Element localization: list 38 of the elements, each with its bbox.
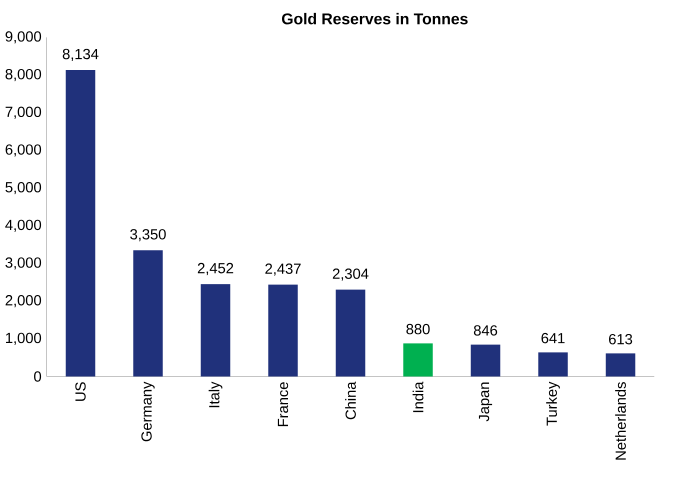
x-tick-label: France	[278, 382, 288, 426]
data-label: 880	[406, 324, 430, 335]
bar	[403, 344, 433, 377]
data-label: 2,452	[198, 263, 234, 276]
bar	[66, 70, 96, 377]
chart-title: Gold Reserves in Tonnes	[282, 13, 468, 25]
data-label: 641	[542, 333, 565, 344]
x-tick-label: Netherlands	[615, 382, 626, 460]
y-tick-label: 2,000	[6, 295, 42, 308]
data-label: 2,437	[265, 264, 301, 276]
data-label: 3,350	[130, 229, 166, 242]
x-tick-label: China	[345, 382, 356, 420]
bar	[336, 290, 366, 377]
y-tick-label: 1,000	[6, 332, 42, 346]
x-tick-label: Italy	[208, 382, 222, 408]
y-tick-label: 5,000	[5, 182, 42, 194]
x-tick-label: Turkey	[546, 382, 560, 426]
bar	[268, 284, 298, 377]
x-tick-label: India	[412, 382, 424, 412]
y-tick-label: 0	[34, 372, 42, 382]
data-label: 2,304	[332, 268, 368, 281]
y-tick-label: 7,000	[6, 106, 42, 120]
bar	[606, 354, 636, 377]
y-tick-label: 6,000	[6, 144, 42, 157]
y-tick-label: 4,000	[5, 220, 42, 232]
x-tick-label: Germany	[141, 382, 155, 442]
data-label: 613	[609, 334, 632, 345]
bar	[200, 284, 230, 377]
x-tick-label: US	[75, 382, 86, 402]
y-tick-label: 8,000	[6, 69, 42, 82]
data-label: 846	[474, 325, 498, 336]
y-tick-label: 9,000	[6, 32, 42, 44]
bar	[133, 250, 163, 377]
y-tick-label: 3,000	[5, 258, 42, 270]
bar	[538, 352, 568, 377]
bar	[470, 344, 500, 377]
data-label: 8,134	[62, 49, 98, 62]
x-tick-label: Japan	[478, 382, 492, 422]
